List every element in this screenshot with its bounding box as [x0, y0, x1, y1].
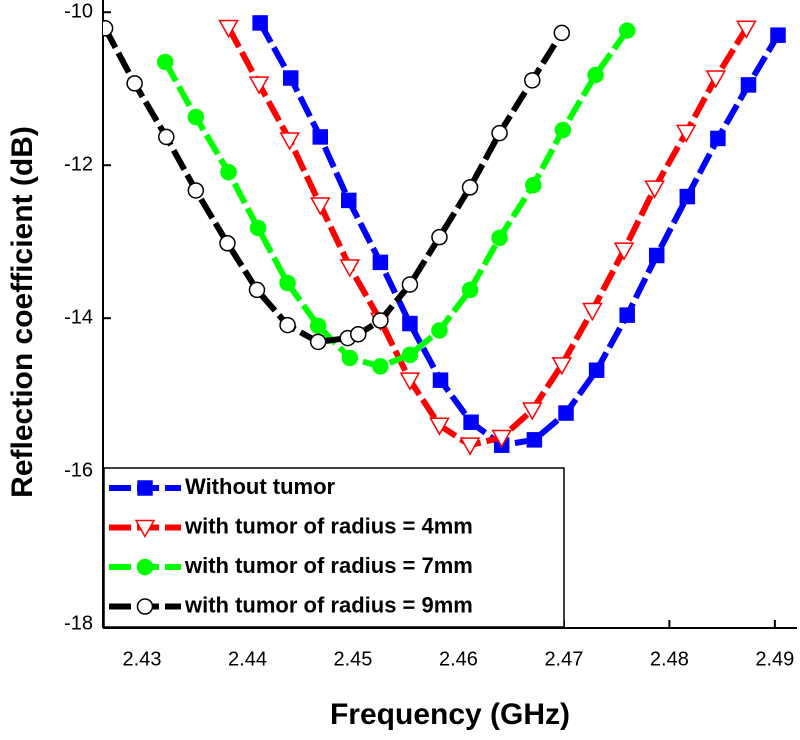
marker — [613, 242, 635, 261]
marker — [156, 53, 174, 71]
marker — [349, 326, 367, 343]
marker — [431, 228, 448, 246]
marker — [279, 132, 300, 151]
marker — [401, 346, 419, 364]
marker — [491, 229, 508, 247]
x-tick-label: 2.46 — [439, 648, 478, 670]
legend-label: Without tumor — [185, 474, 336, 499]
legend-label: with tumor of radius = 9mm — [184, 592, 473, 617]
marker — [126, 75, 143, 92]
marker — [431, 322, 448, 339]
marker — [463, 414, 479, 430]
marker — [432, 372, 449, 388]
x-tick-label: 2.47 — [544, 648, 583, 670]
marker — [248, 76, 270, 95]
x-axis-label: Frequency (GHz) — [330, 698, 570, 731]
marker — [582, 302, 603, 322]
marker — [551, 357, 573, 376]
marker — [526, 432, 543, 448]
marker — [158, 128, 175, 146]
marker — [372, 254, 389, 271]
marker — [554, 121, 572, 139]
y-tick-label: -14 — [64, 306, 93, 328]
marker — [618, 22, 636, 39]
marker — [312, 129, 329, 145]
marker — [459, 437, 481, 456]
marker — [248, 281, 266, 299]
marker — [187, 108, 205, 126]
marker — [309, 333, 327, 351]
marker — [644, 180, 665, 199]
marker — [279, 316, 296, 334]
marker — [588, 362, 605, 378]
marker — [461, 179, 479, 196]
legend-label: with tumor of radius = 7mm — [184, 553, 473, 578]
marker — [461, 281, 479, 299]
x-tick-label: 2.45 — [333, 648, 372, 670]
marker — [341, 349, 359, 367]
marker — [219, 234, 236, 252]
x-tick-label: 2.49 — [755, 648, 794, 670]
marker — [619, 307, 635, 323]
marker — [249, 219, 267, 237]
marker — [401, 276, 419, 293]
marker — [372, 358, 389, 375]
marker — [429, 417, 450, 436]
marker — [525, 176, 542, 194]
marker — [136, 558, 154, 576]
y-tick-label: -12 — [64, 154, 93, 176]
x-tick-label: 2.43 — [123, 648, 162, 670]
marker — [279, 274, 296, 292]
y-axis-label: Reflection coefficient (dB) — [6, 126, 39, 498]
marker — [710, 130, 726, 147]
marker — [136, 598, 154, 615]
marker — [402, 315, 418, 332]
series-line — [257, 21, 781, 449]
marker — [134, 519, 156, 539]
marker — [339, 259, 361, 278]
y-tick-label: -18 — [64, 612, 93, 634]
marker — [309, 317, 327, 335]
marker — [740, 77, 757, 93]
marker — [491, 429, 512, 449]
marker — [372, 312, 389, 329]
marker — [187, 182, 205, 199]
marker — [282, 70, 299, 86]
marker — [218, 19, 239, 39]
marker — [524, 72, 541, 89]
marker — [736, 20, 757, 39]
y-tick-label: -16 — [64, 459, 93, 481]
marker — [340, 192, 357, 209]
legend-box — [103, 467, 565, 628]
marker — [309, 197, 331, 216]
legend-label: with tumor of radius = 4mm — [184, 513, 473, 538]
marker — [770, 27, 786, 43]
x-tick-label: 2.48 — [650, 648, 689, 670]
series-line — [162, 28, 630, 370]
marker — [675, 124, 697, 143]
marker — [491, 124, 508, 142]
marker — [648, 247, 665, 264]
x-tick-label: 2.44 — [228, 648, 267, 670]
marker — [679, 188, 696, 205]
marker — [705, 70, 727, 89]
marker — [521, 402, 543, 421]
marker — [399, 372, 421, 391]
marker — [103, 20, 114, 37]
series-line — [225, 26, 749, 449]
y-tick-label: -10 — [64, 1, 93, 23]
marker — [252, 15, 268, 31]
marker — [553, 24, 571, 42]
legend: Without tumor with tumor of radius = 4mm w… — [103, 467, 565, 628]
plot-area — [103, 15, 786, 456]
marker — [587, 66, 604, 84]
marker — [220, 163, 237, 181]
marker — [558, 405, 574, 421]
marker — [137, 480, 153, 496]
